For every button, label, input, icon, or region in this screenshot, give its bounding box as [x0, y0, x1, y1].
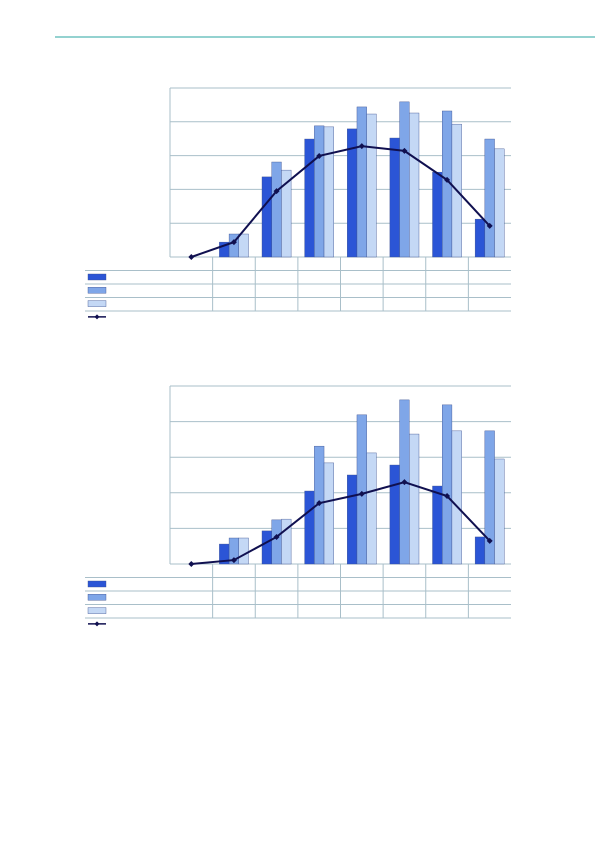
legend-swatch [87, 607, 107, 614]
legend-swatch [87, 300, 107, 307]
line-marker [188, 561, 195, 567]
line-marker [273, 188, 280, 195]
legend-swatch [87, 273, 107, 281]
line-marker [444, 493, 451, 500]
line-marker [358, 143, 365, 150]
bar [323, 462, 334, 565]
legend-swatch [87, 594, 107, 601]
bar [238, 233, 249, 258]
bar [238, 537, 249, 565]
line-marker [230, 239, 237, 246]
line-series [190, 145, 491, 258]
bar [366, 452, 377, 565]
bar [304, 138, 315, 258]
bar [494, 148, 505, 258]
line-marker [316, 152, 323, 159]
line-series [191, 481, 491, 565]
bar [356, 106, 367, 258]
bar [484, 138, 495, 258]
bar [271, 519, 282, 565]
bar [389, 137, 400, 258]
bar [432, 485, 443, 565]
line-marker [358, 490, 365, 497]
bar [409, 112, 420, 258]
legend-swatch [87, 580, 107, 588]
bar [304, 490, 315, 565]
line-marker [401, 147, 408, 154]
bar [399, 101, 410, 258]
line-marker [486, 222, 493, 229]
legend-swatch [87, 287, 107, 294]
bar [494, 458, 505, 565]
line-marker [444, 176, 451, 183]
bar [281, 518, 292, 565]
line-marker [273, 533, 280, 540]
legend-marker [94, 314, 100, 320]
line-marker [486, 537, 493, 544]
bar [432, 171, 443, 258]
line-marker [401, 479, 408, 486]
bar [271, 161, 282, 258]
bar [314, 125, 325, 258]
line-marker [230, 557, 237, 564]
bar [261, 530, 272, 565]
bar [356, 414, 367, 565]
bar [347, 474, 358, 565]
bar [281, 169, 292, 258]
legend-marker [94, 621, 100, 627]
bar [366, 113, 377, 258]
bar [389, 464, 400, 565]
line-marker [316, 500, 323, 507]
bar [484, 430, 495, 565]
bar [442, 404, 453, 565]
bar [323, 126, 334, 258]
bar [474, 218, 486, 258]
bar [474, 536, 486, 565]
bar [451, 430, 462, 565]
bar [409, 433, 420, 565]
bar [261, 176, 272, 258]
line-marker [188, 254, 195, 260]
